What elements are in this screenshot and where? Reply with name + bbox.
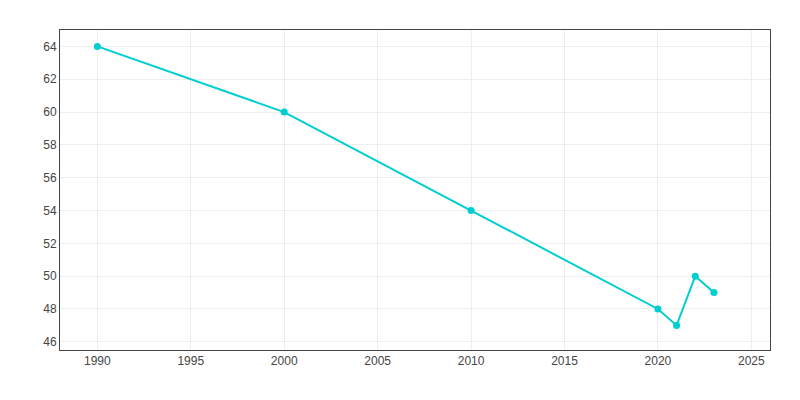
svg-text:2015: 2015 [551,354,578,368]
svg-text:64: 64 [43,40,57,54]
svg-text:2010: 2010 [458,354,485,368]
svg-text:50: 50 [43,269,57,283]
svg-text:2020: 2020 [645,354,672,368]
svg-text:2005: 2005 [364,354,391,368]
svg-text:58: 58 [43,138,57,152]
svg-text:46: 46 [43,335,57,349]
svg-text:2025: 2025 [738,354,765,368]
svg-text:62: 62 [43,72,57,86]
svg-text:54: 54 [43,204,57,218]
svg-text:1990: 1990 [84,354,111,368]
svg-text:52: 52 [43,237,57,251]
svg-text:1995: 1995 [177,354,204,368]
svg-text:60: 60 [43,105,57,119]
svg-text:48: 48 [43,302,57,316]
svg-text:56: 56 [43,171,57,185]
svg-text:2000: 2000 [271,354,298,368]
